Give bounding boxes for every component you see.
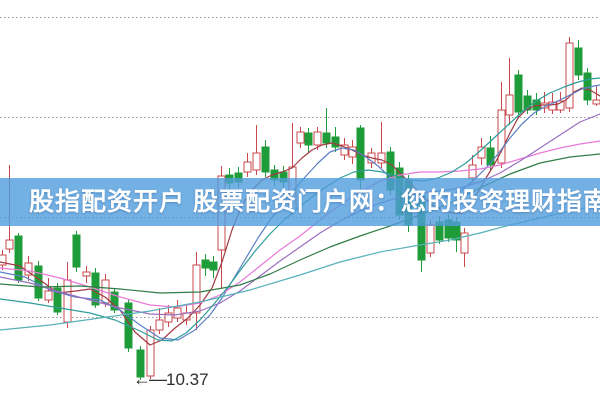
candle-body xyxy=(34,265,43,299)
candle-body xyxy=(209,261,218,271)
candle-body xyxy=(14,235,23,281)
candle-body xyxy=(565,42,574,109)
candle-body xyxy=(296,131,305,144)
candle-body xyxy=(53,287,62,313)
candle-body xyxy=(505,94,514,116)
candle-body xyxy=(243,161,252,173)
candle-body xyxy=(72,234,81,268)
candle-body xyxy=(514,74,523,113)
banner-title: 股指配资开户 股票配资门户网：您的投资理财指南 xyxy=(29,188,600,216)
candle-body xyxy=(460,232,469,254)
candle-body xyxy=(574,47,583,76)
candle-body xyxy=(313,131,322,146)
candle-body xyxy=(592,99,600,105)
candle-body xyxy=(252,152,261,171)
candle-body xyxy=(261,146,270,173)
candle-body xyxy=(0,254,7,266)
overlay-banner: 股指配资开户 股票配资门户网：您的投资理财指南 xyxy=(0,178,600,226)
candle-body xyxy=(331,136,340,148)
candle-body xyxy=(556,100,565,111)
ma-darkgreen xyxy=(0,153,600,294)
left-arrow-icon: ←— xyxy=(133,369,167,389)
ma-blue xyxy=(0,84,600,341)
candle-body xyxy=(523,95,532,111)
ma-violet xyxy=(0,113,600,316)
candle-body xyxy=(44,290,53,301)
candle-body xyxy=(164,312,173,323)
low-price-value: 10.37 xyxy=(166,370,209,389)
candle-body xyxy=(497,109,506,164)
candle-body xyxy=(110,291,119,311)
candle-body xyxy=(377,152,386,164)
candle-body xyxy=(322,132,331,144)
candle-body xyxy=(486,147,495,166)
candle-body xyxy=(146,329,155,377)
candle-body xyxy=(304,132,313,146)
low-price-annotation: ←— 10.37 xyxy=(133,369,209,389)
candle-body xyxy=(426,224,435,254)
candle-body xyxy=(173,307,182,319)
candle-body xyxy=(201,259,210,269)
candle-body xyxy=(548,101,557,111)
candle-body xyxy=(192,264,201,314)
candle-body xyxy=(340,144,349,156)
candle-body xyxy=(82,271,91,277)
candle-body xyxy=(5,239,14,250)
candle-body xyxy=(468,164,477,179)
candle-body xyxy=(155,319,164,331)
candle-body xyxy=(136,349,145,378)
